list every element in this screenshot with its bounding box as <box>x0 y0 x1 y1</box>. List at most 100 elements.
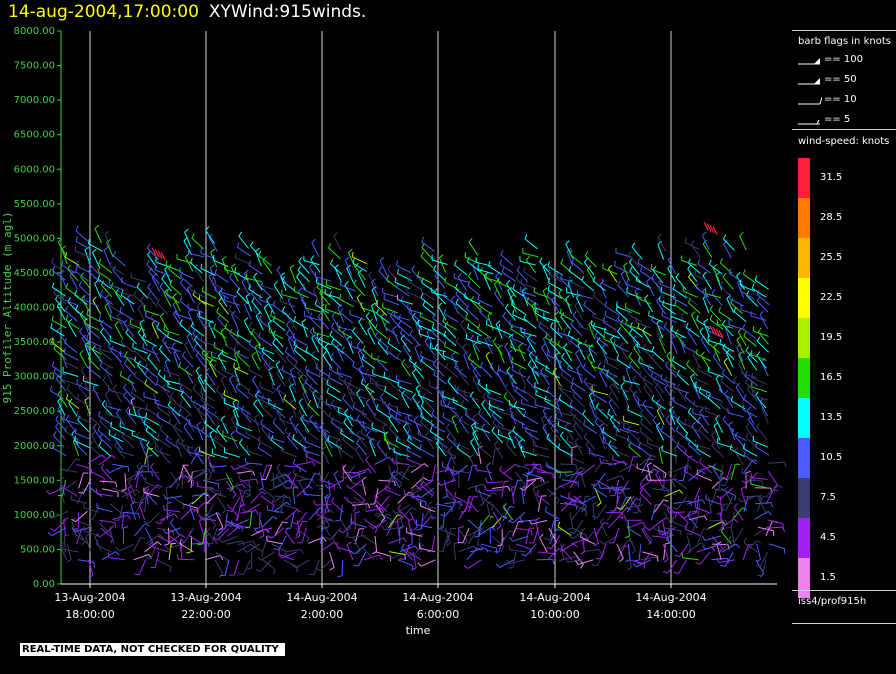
wind-barb <box>407 440 421 451</box>
wind-barb <box>480 543 497 549</box>
wind-barb <box>502 506 514 521</box>
wind-barb-flag <box>650 353 655 359</box>
wind-barb <box>433 269 446 281</box>
wind-barb <box>657 236 667 252</box>
wind-barb-flag <box>650 372 653 378</box>
wind-barb-flag <box>245 494 251 498</box>
wind-barb-flag <box>49 527 55 532</box>
wind-barb <box>682 290 698 298</box>
wind-barb <box>506 370 517 385</box>
color-scale-swatch <box>798 198 810 238</box>
wind-barb <box>705 498 722 505</box>
wind-barb <box>581 496 586 513</box>
wind-barb-flag <box>470 391 474 396</box>
wind-barb-flag <box>595 402 600 408</box>
wind-barb <box>419 448 435 458</box>
wind-barb-flag <box>188 530 192 536</box>
wind-barb-flag <box>431 409 435 415</box>
wind-barb-flag <box>172 293 178 298</box>
wind-barb-flag <box>639 488 644 494</box>
wind-barb-flag <box>311 238 316 243</box>
wind-barb <box>229 332 241 346</box>
wind-barb <box>320 511 330 526</box>
wind-barb-flag <box>645 475 648 481</box>
wind-barb <box>620 274 629 289</box>
wind-barb <box>546 295 560 307</box>
wind-barb <box>287 339 295 355</box>
wind-barb <box>289 267 297 284</box>
wind-barb-flag <box>628 250 632 256</box>
wind-barb <box>636 297 652 305</box>
wind-barb <box>658 338 667 354</box>
wind-barb <box>344 465 356 479</box>
wind-barb <box>59 273 67 289</box>
wind-barb <box>453 543 456 560</box>
wind-barb-flag <box>639 371 642 377</box>
wind-barb <box>101 404 114 417</box>
wind-barb <box>293 320 309 330</box>
wind-barb <box>455 388 471 395</box>
wind-barb <box>397 273 413 282</box>
barb-legend-label: == 100 <box>824 54 864 65</box>
wind-barb <box>581 380 598 387</box>
wind-barb-flag <box>551 296 556 301</box>
wind-barb <box>556 411 573 417</box>
wind-barb <box>271 527 285 539</box>
wind-barb <box>754 526 769 536</box>
wind-barb <box>469 338 481 353</box>
wind-barb <box>258 336 273 347</box>
wind-barb <box>760 551 769 567</box>
wind-barb-flag <box>695 381 697 387</box>
wind-barb <box>670 338 678 354</box>
wind-barb-flag <box>248 364 251 371</box>
wind-barb-flag <box>184 228 189 233</box>
wind-barb <box>640 422 654 434</box>
wind-barb <box>467 483 484 490</box>
wind-barb <box>100 524 113 536</box>
wind-barb-flag <box>784 462 787 468</box>
wind-barb <box>272 304 287 316</box>
wind-barb-flag <box>510 412 513 418</box>
wind-barb-flag <box>331 322 335 328</box>
wind-barb <box>619 346 629 361</box>
wind-barb <box>548 273 563 283</box>
wind-barb <box>262 260 273 274</box>
wind-barb <box>512 551 517 568</box>
wind-barb-flag <box>104 302 110 307</box>
wind-barb-flag <box>133 290 137 296</box>
wind-barb-flag <box>673 571 679 575</box>
wind-barb-flag <box>716 495 722 499</box>
wind-barb <box>687 331 698 346</box>
wind-barb-flag <box>509 505 515 508</box>
wind-barb <box>202 479 219 485</box>
wind-barb <box>360 433 376 441</box>
wind-barb <box>443 295 458 306</box>
wind-barb-flag <box>670 364 673 370</box>
wind-barb <box>308 507 321 521</box>
wind-barb-flag <box>238 573 244 575</box>
wind-barb-flag <box>127 485 133 489</box>
wind-barb-flag <box>452 500 457 505</box>
wind-barb-flag <box>409 465 415 468</box>
wind-barb-flag <box>413 416 419 420</box>
wind-barb-flag <box>64 305 69 311</box>
wind-barb-flag <box>92 248 97 253</box>
wind-barb <box>555 417 572 425</box>
wind-barb-flag <box>672 284 676 290</box>
wind-barb <box>726 298 735 314</box>
wind-barb-flag <box>208 462 212 468</box>
wind-barb <box>422 397 434 410</box>
wind-barb-flag <box>352 361 355 367</box>
wind-barb <box>155 449 171 457</box>
wind-barb <box>155 269 171 277</box>
wind-barb <box>51 527 66 537</box>
wind-barb <box>67 268 79 282</box>
wind-barb <box>129 323 146 331</box>
wind-barb <box>109 304 123 315</box>
wind-barb-flag <box>272 569 276 575</box>
wind-barb <box>635 321 651 329</box>
wind-barb-flag <box>144 485 150 489</box>
wind-barb <box>680 315 688 331</box>
wind-barb-flag <box>51 442 54 448</box>
wind-barb <box>189 262 203 274</box>
